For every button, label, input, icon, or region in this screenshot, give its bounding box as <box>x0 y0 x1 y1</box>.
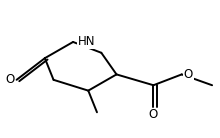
Text: O: O <box>5 73 15 86</box>
Text: O: O <box>184 68 193 81</box>
Text: HN: HN <box>77 35 95 48</box>
Text: O: O <box>149 108 158 121</box>
